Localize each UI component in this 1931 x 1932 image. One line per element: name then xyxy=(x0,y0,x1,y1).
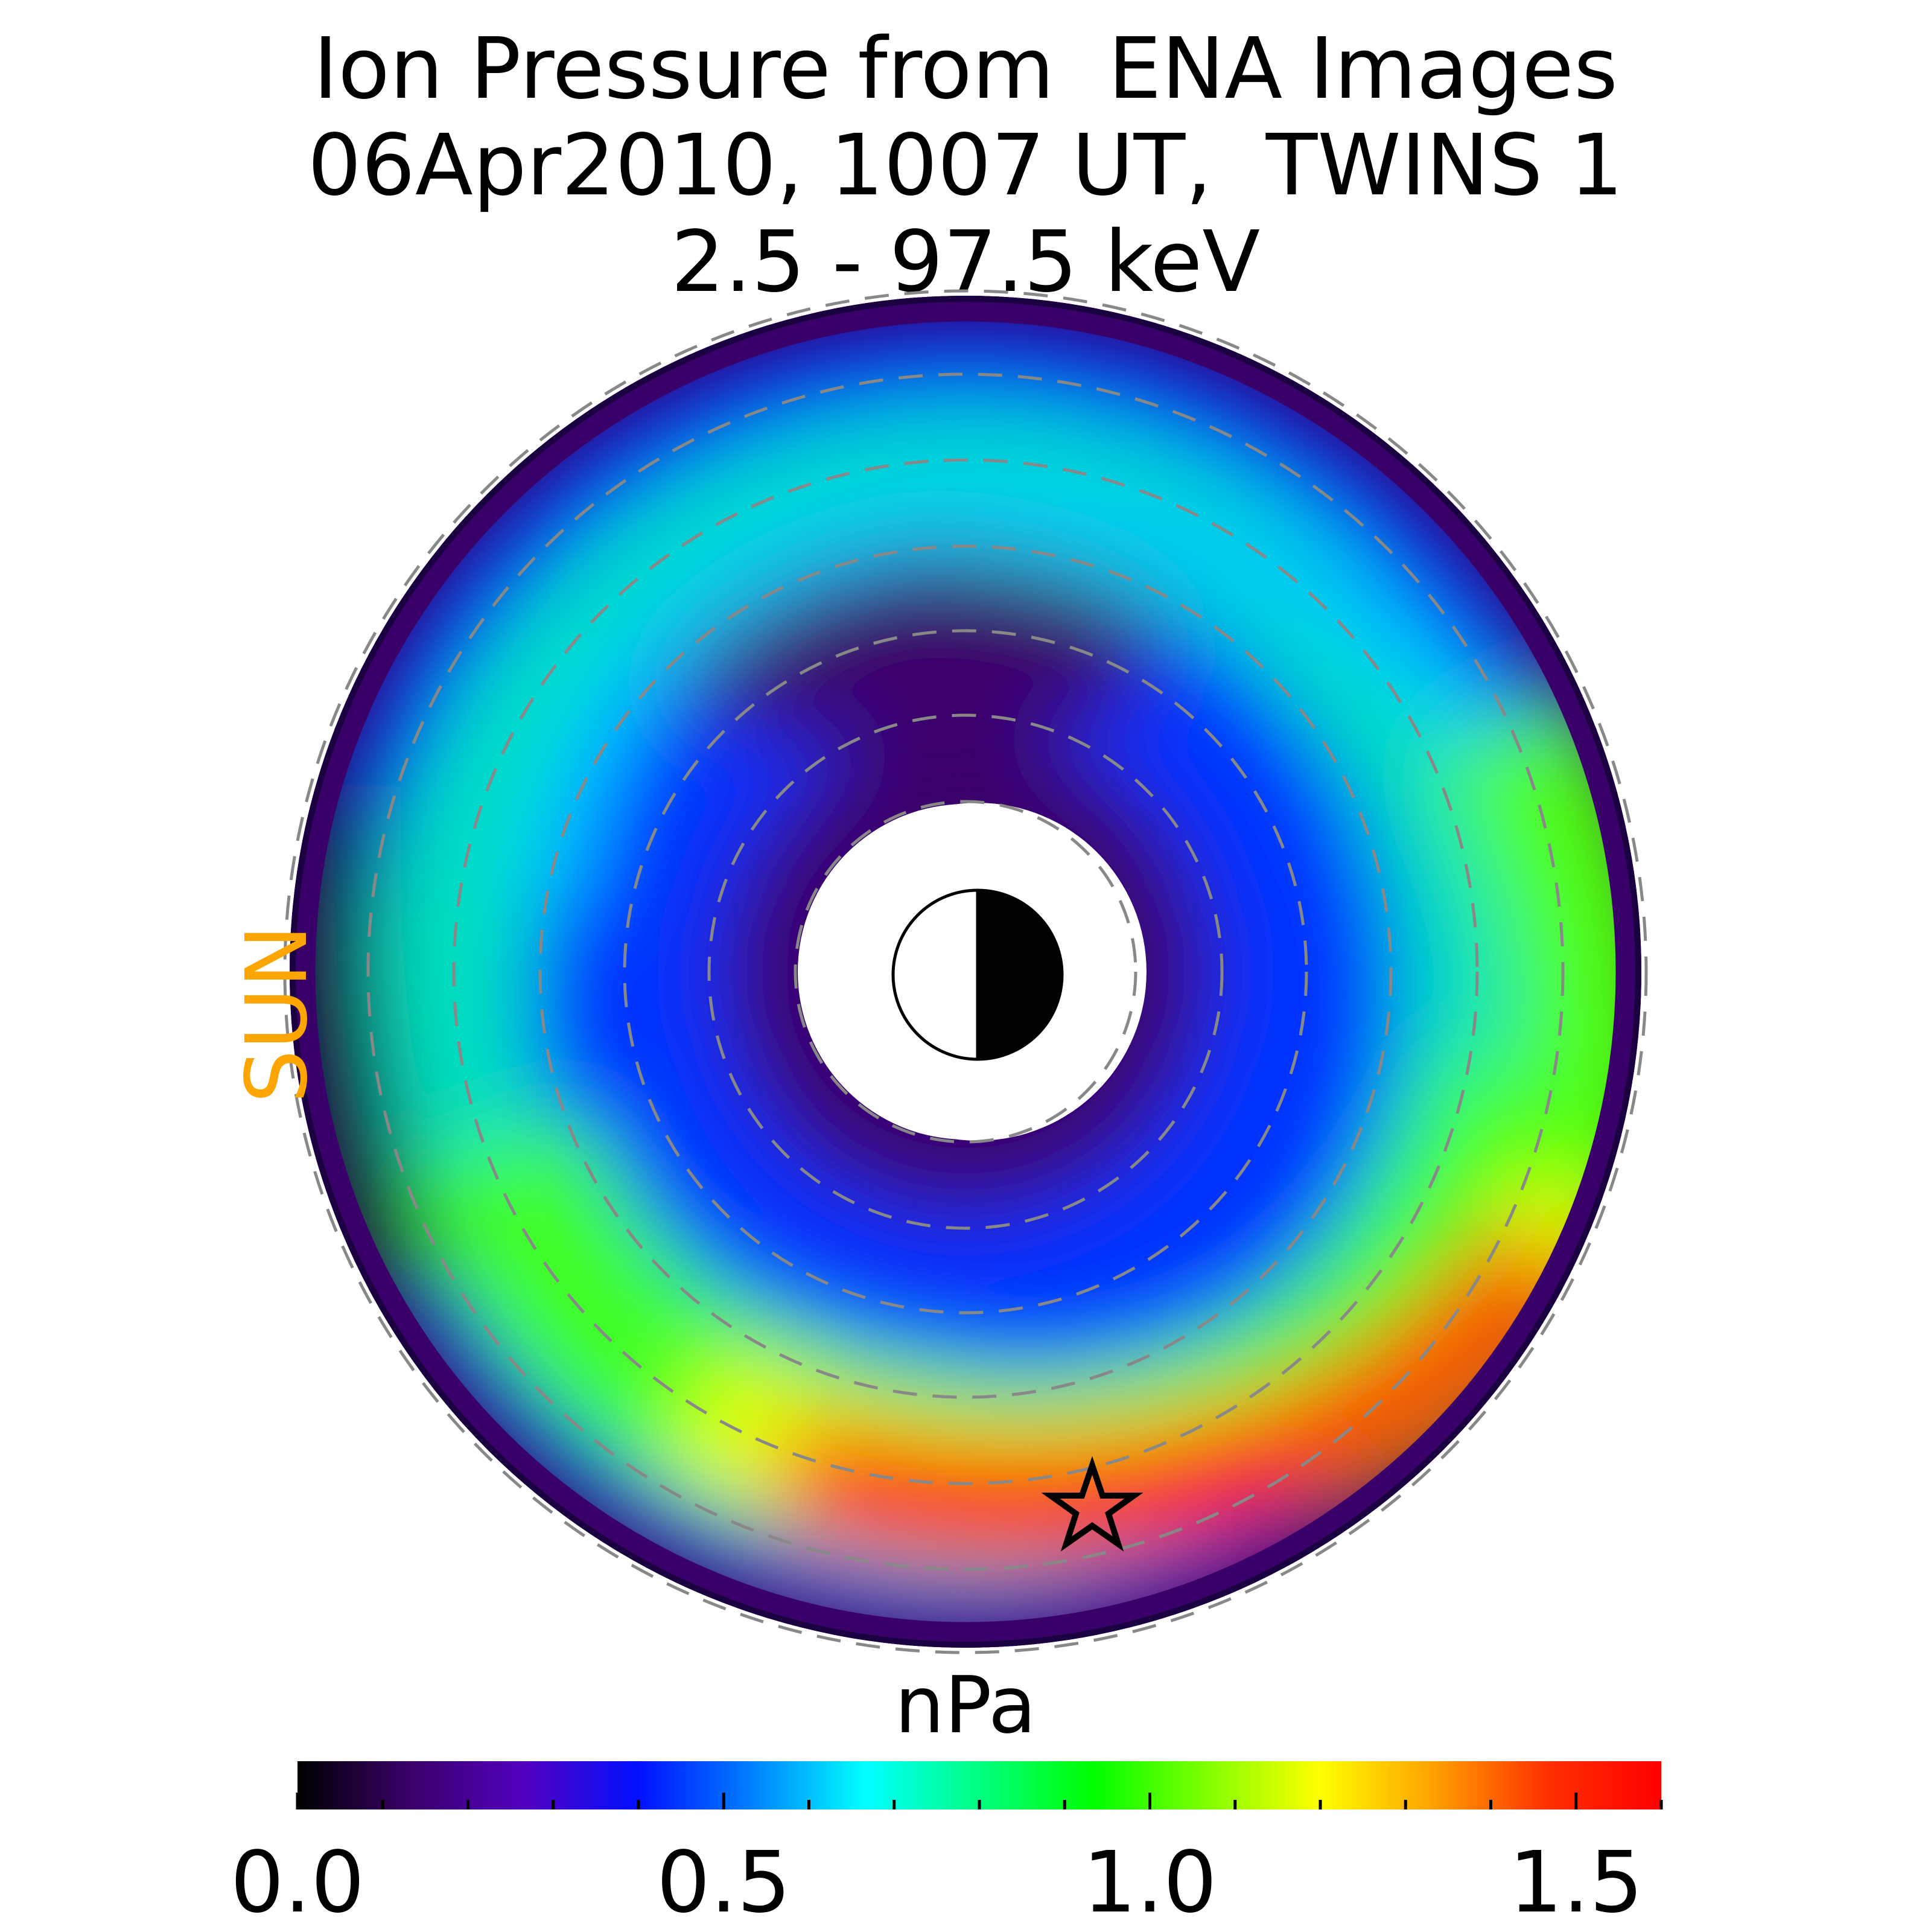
colorbar-tick-label: 1.0 xyxy=(1083,1834,1217,1932)
earth-day-night-icon xyxy=(891,888,1064,1061)
sun-direction-label: SUN xyxy=(228,924,326,1104)
dashed-grid-circles xyxy=(283,289,1648,1654)
colorbar-tick-label: 0.0 xyxy=(230,1834,365,1932)
colorbar-tick-label: 1.5 xyxy=(1509,1834,1644,1932)
chart-title-line-1: Ion Pressure from ENA Images xyxy=(313,20,1618,118)
chart-title-line-3: 2.5 - 97.5 keV xyxy=(670,213,1261,311)
colorbar-unit-label: nPa xyxy=(894,1659,1037,1751)
colorbar xyxy=(296,1761,1663,1809)
colorbar-tick-label: 0.5 xyxy=(656,1834,791,1932)
chart-title-line-2: 06Apr2010, 1007 UT, TWINS 1 xyxy=(307,116,1624,215)
star-icon xyxy=(1041,1456,1144,1552)
